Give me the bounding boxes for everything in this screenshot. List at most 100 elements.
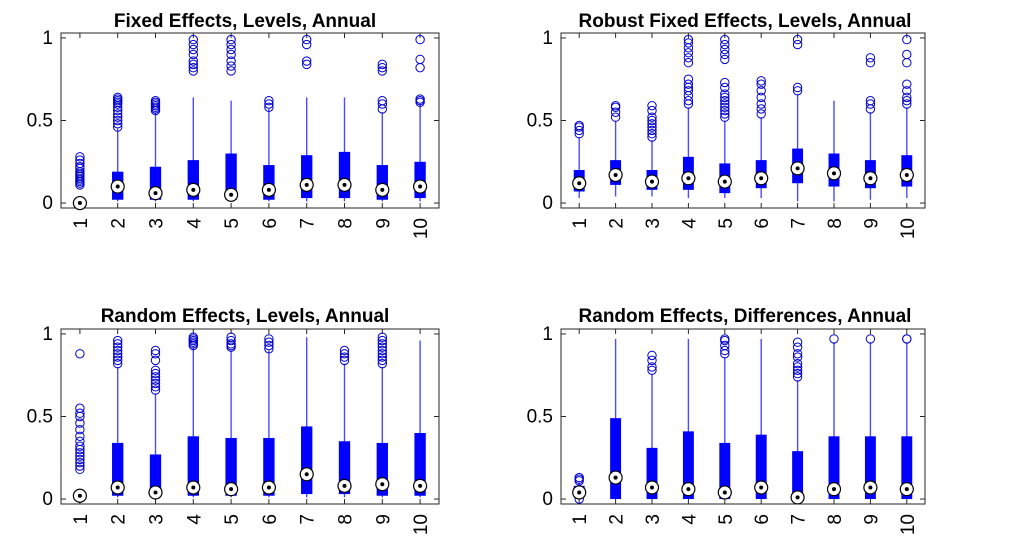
x-tick-label: 1 — [570, 218, 591, 229]
outlier-point — [75, 403, 85, 413]
x-tick-label: 10 — [898, 218, 919, 239]
x-tick-label: 4 — [679, 218, 700, 229]
box-1 — [72, 349, 88, 503]
x-tick-label: 2 — [109, 514, 130, 525]
box-5 — [224, 332, 239, 498]
outlier-point — [226, 61, 236, 71]
x-tick-label: 9 — [861, 218, 882, 229]
outlier-point — [113, 355, 123, 366]
outlier-point — [792, 372, 803, 382]
x-tick-label: 8 — [336, 514, 357, 525]
median-dot — [77, 201, 82, 206]
outlier-point — [113, 339, 123, 349]
outlier-point — [188, 62, 199, 73]
outlier-point — [720, 105, 730, 116]
outlier-point — [865, 58, 876, 68]
y-tick-label: 0.5 — [527, 407, 553, 428]
outlier-point — [188, 49, 199, 60]
outlier-point — [610, 107, 621, 117]
outlier-point — [188, 56, 199, 66]
x-tick-label: 2 — [109, 218, 130, 229]
outlier-point — [113, 349, 123, 359]
x-tick-label: 3 — [147, 218, 168, 229]
box-9 — [863, 334, 878, 500]
outlier-point — [720, 112, 730, 122]
outlier-point — [574, 125, 584, 136]
outlier-point — [902, 58, 912, 68]
outlier-point — [188, 332, 199, 342]
x-tick-label: 8 — [825, 218, 846, 229]
iqr-box — [901, 436, 913, 500]
outlier-point — [792, 34, 803, 45]
outlier-point — [792, 82, 803, 93]
median-dot — [380, 187, 385, 192]
box-9 — [375, 59, 390, 202]
outlier-point — [377, 355, 387, 366]
box-1 — [572, 472, 587, 504]
median-dot — [613, 475, 618, 480]
outlier-point — [377, 358, 387, 369]
outlier-point — [720, 345, 730, 356]
median-dot — [304, 182, 309, 187]
outlier-point — [113, 109, 123, 119]
box-5 — [717, 334, 732, 500]
iqr-box — [112, 442, 124, 496]
outlier-point — [647, 112, 657, 122]
outlier-point — [264, 334, 274, 344]
outlier-point — [683, 43, 694, 53]
outlier-point — [902, 334, 912, 344]
outlier-point — [264, 102, 274, 112]
median-dot — [577, 181, 582, 186]
outlier-point — [720, 95, 730, 106]
outlier-point — [647, 100, 657, 111]
median-dot — [832, 487, 836, 492]
outlier-point — [865, 53, 876, 63]
box-4 — [186, 34, 201, 202]
outlier-point — [75, 451, 85, 461]
median-dot — [229, 487, 234, 492]
outlier-point — [75, 448, 85, 458]
outlier-point — [113, 92, 123, 103]
outlier-point — [720, 99, 730, 109]
outlier-point — [339, 349, 350, 359]
outlier-point — [902, 95, 912, 106]
box-3 — [644, 350, 660, 500]
iqr-box — [719, 442, 731, 500]
outlier-point — [415, 94, 425, 104]
box-10 — [899, 334, 914, 500]
outlier-point — [756, 109, 766, 119]
outlier-point — [902, 34, 912, 45]
y-tick-label: 0.5 — [527, 111, 553, 132]
x-tick-label: 5 — [716, 218, 737, 229]
y-tick-label: 0 — [542, 489, 553, 510]
outlier-point — [377, 342, 387, 352]
x-tick-label: 4 — [184, 514, 205, 525]
outlier-point — [113, 115, 123, 126]
outlier-point — [902, 86, 912, 96]
box-7 — [299, 337, 314, 498]
outlier-point — [574, 472, 584, 483]
median-dot — [418, 184, 423, 189]
x-tick-label: 6 — [752, 218, 773, 229]
x-tick-label: 10 — [411, 514, 432, 535]
outlier-point — [756, 92, 766, 103]
x-tick-label: 10 — [898, 514, 919, 535]
box-9 — [863, 53, 878, 200]
median-dot — [191, 187, 196, 192]
outlier-point — [302, 34, 312, 45]
outlier-point — [226, 39, 236, 50]
outlier-point — [647, 355, 657, 366]
outlier-point — [113, 122, 123, 132]
outlier-point — [720, 77, 730, 88]
y-tick-label: 1 — [42, 324, 53, 345]
outlier-point — [75, 436, 85, 446]
outlier-point — [865, 334, 876, 344]
x-tick-label: 3 — [643, 514, 664, 525]
median-dot — [832, 171, 836, 176]
outlier-point — [264, 344, 274, 354]
outlier-point — [377, 339, 387, 349]
outlier-point — [902, 99, 912, 109]
x-tick-label: 8 — [825, 514, 846, 525]
outlier-point — [377, 332, 387, 342]
outlier-point — [339, 352, 350, 362]
